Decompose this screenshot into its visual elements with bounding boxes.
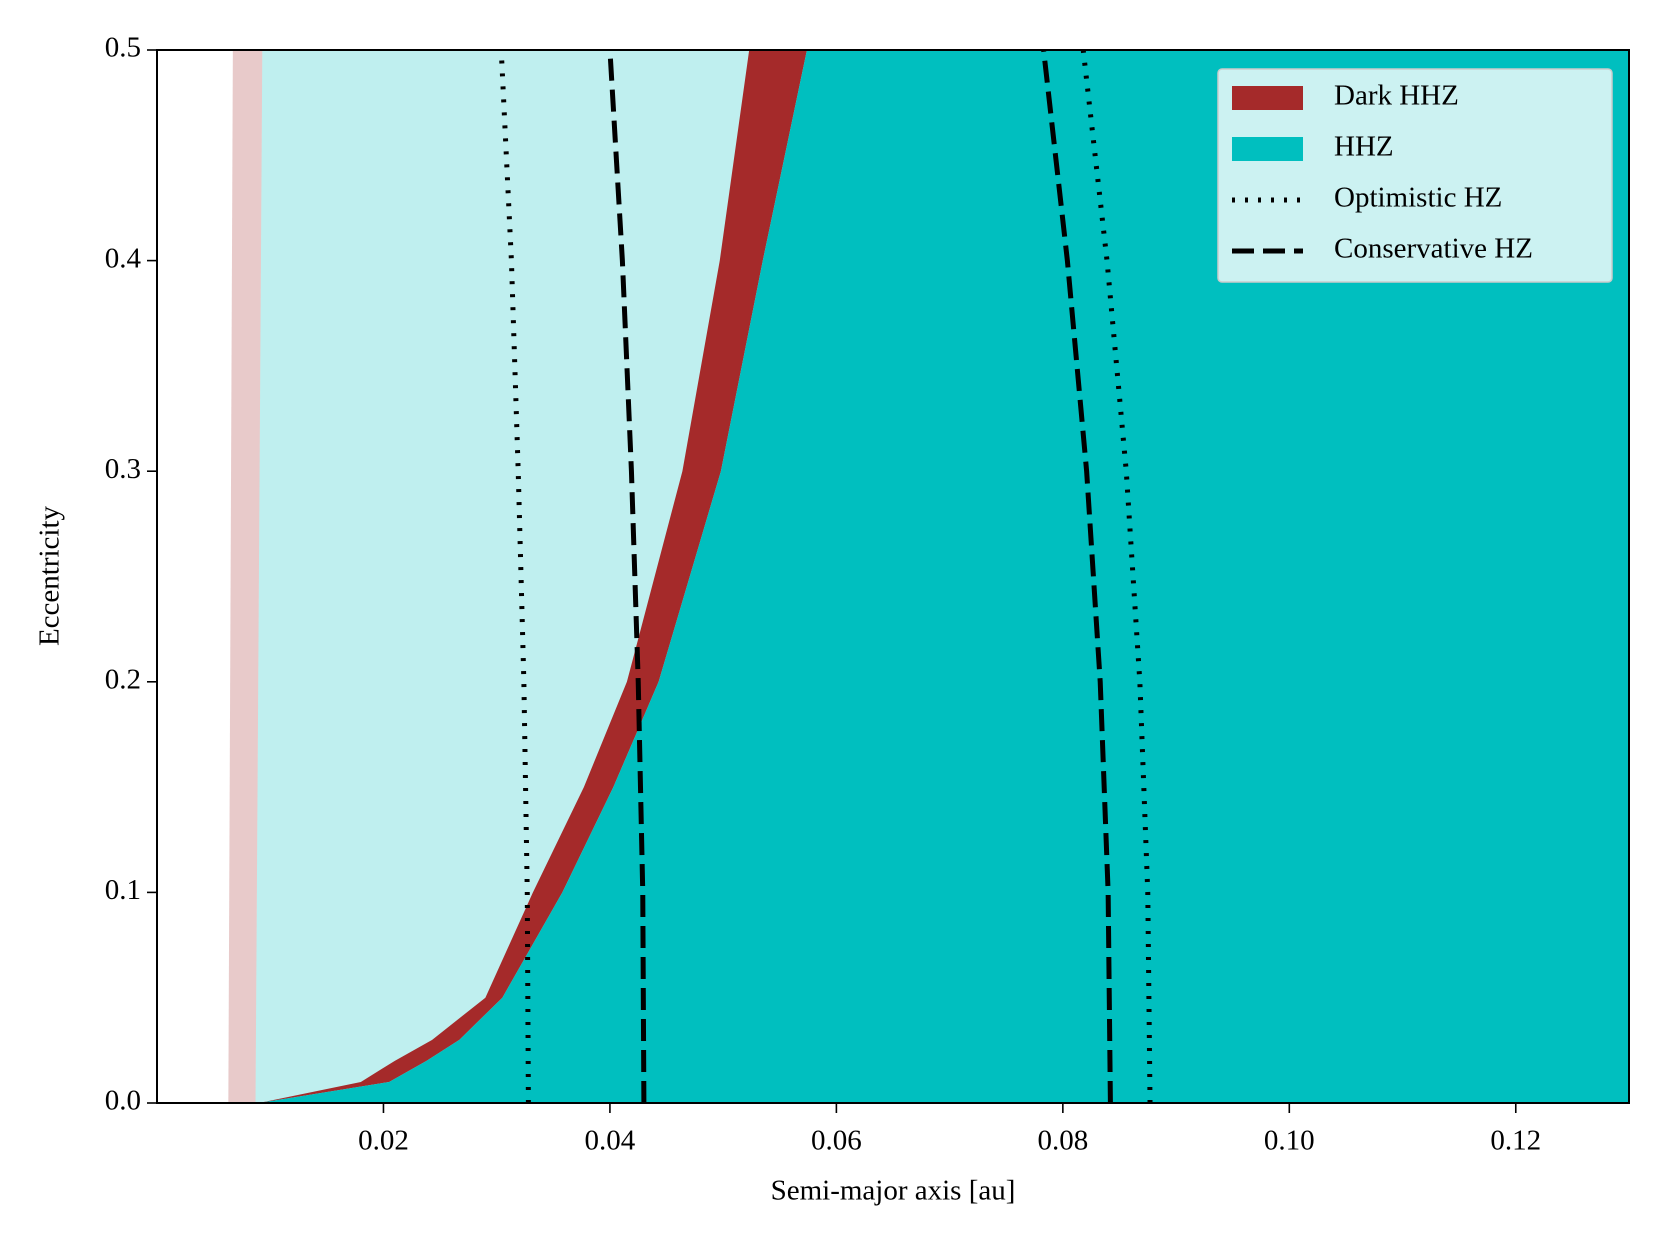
x-axis-label: Semi-major axis [au] [771,1175,1016,1207]
x-tick-label: 0.12 [1490,1125,1541,1157]
y-tick-label: 0.0 [105,1085,141,1117]
legend-label: Dark HHZ [1334,80,1459,112]
hz-line [1041,50,1113,1103]
y-tick-label: 0.4 [105,242,142,274]
legend-label: Optimistic HZ [1334,182,1502,214]
legend-swatch [1232,86,1303,110]
x-tick-label: 0.10 [1264,1125,1315,1157]
x-tick-label: 0.02 [358,1125,409,1157]
hhz-region [258,50,1629,1103]
axes-frame [156,49,1630,1104]
hz-line [607,50,647,1103]
y-tick-label: 0.1 [105,874,141,906]
band-light-region [228,50,263,1103]
x-tick-label: 0.08 [1037,1125,1088,1157]
x-tick-label: 0.06 [811,1125,862,1157]
plot-area [228,50,1629,1103]
legend-swatch [1232,137,1303,161]
legend-label: Conservative HZ [1334,233,1533,265]
axes: 0.02 0.04 0.06 0.08 0.10 0.12 0.0 0.1 0.2 0.3 0.4 0… [105,32,1630,1157]
legend-box [1217,68,1613,283]
y-tick-label: 0.2 [105,663,141,695]
y-tick-label: 0.3 [105,453,141,485]
legend: Dark HHZ HHZ Optimistic HZ Conservative HZ [1217,68,1613,283]
band-region [258,50,807,1103]
y-tick-label: 0.5 [105,32,141,64]
x-tick-label: 0.04 [585,1125,636,1157]
y-axis-label: Eccentricity [34,505,66,646]
legend-label: HHZ [1334,131,1394,163]
